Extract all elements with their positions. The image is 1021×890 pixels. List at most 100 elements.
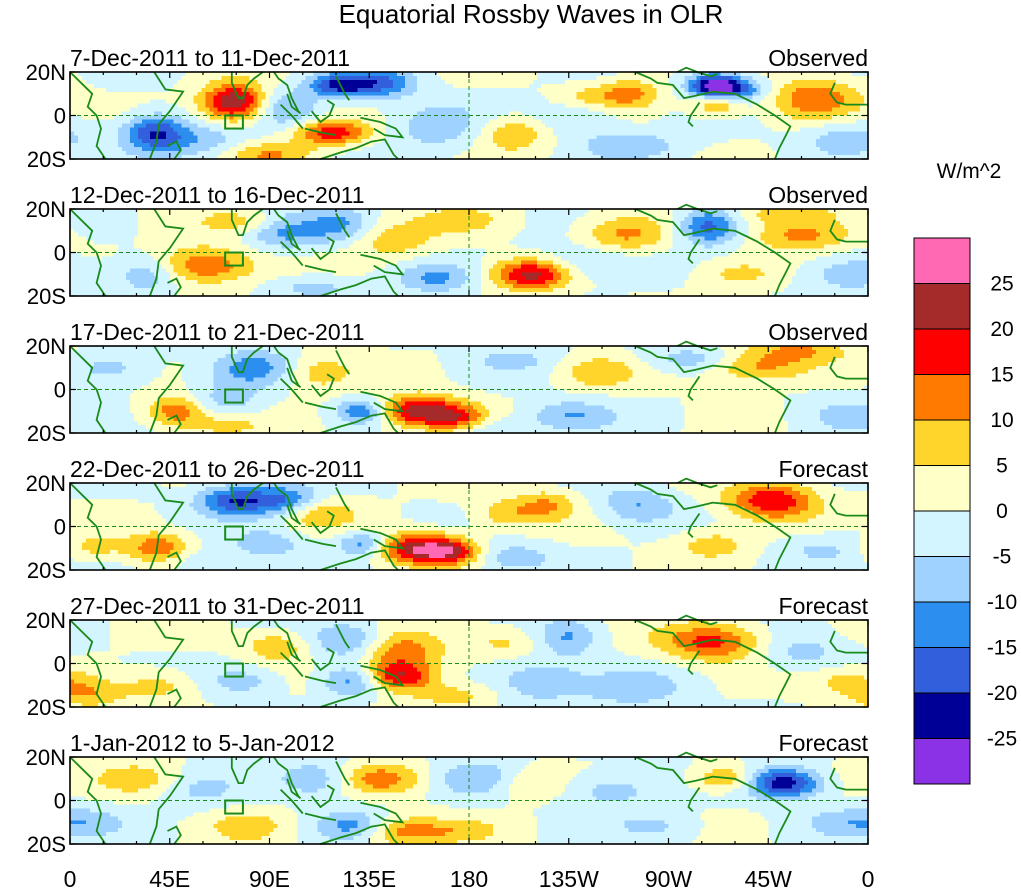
colorbar-swatch — [913, 465, 971, 512]
panel-4: 20N 0 20S 22-Dec-2011 to 26-Dec-2011 Forecas… — [26, 456, 869, 583]
x-tick-label: 135W — [539, 866, 599, 890]
coastline — [304, 675, 337, 684]
colorbar-level-label: 20 — [990, 318, 1013, 341]
colorbar-swatch — [913, 328, 971, 375]
coastline — [148, 71, 185, 160]
coastline — [687, 238, 701, 265]
coastline — [360, 527, 405, 550]
x-tick-label: 45W — [745, 866, 793, 890]
coastline — [279, 514, 304, 541]
y-tick-label: 20S — [27, 284, 66, 309]
coastline — [829, 82, 868, 106]
panel-3: 20N 0 20S 17-Dec-2011 to 21-Dec-2011 Observe… — [26, 319, 869, 446]
coastline — [360, 664, 405, 687]
chart-title: Equatorial Rossby Waves in OLR — [339, 0, 724, 29]
coastline — [304, 127, 337, 136]
coastline — [360, 801, 405, 824]
panels-group: 20N 0 20S 7-Dec-2011 to 11-Dec-2011 Observed… — [26, 45, 869, 857]
y-tick-label: 20N — [26, 60, 66, 85]
coastline — [69, 482, 107, 571]
colorbar-level-label: 25 — [990, 273, 1013, 296]
colorbar-level-label: -20 — [987, 682, 1017, 705]
coastline — [335, 75, 351, 101]
coastline — [69, 619, 107, 708]
coastline — [279, 788, 304, 815]
coastline — [320, 412, 399, 434]
panel-period: 1-Jan-2012 to 5-Jan-2012 — [70, 730, 335, 756]
coastline — [320, 275, 399, 297]
coastline — [360, 253, 405, 276]
colorbar-units: W/m^2 — [937, 160, 1002, 183]
colorbar-swatch — [913, 283, 971, 330]
coastline — [279, 377, 304, 404]
coastline — [335, 760, 351, 786]
colorbar-level-label: 5 — [996, 455, 1008, 478]
panel-period: 7-Dec-2011 to 11-Dec-2011 — [70, 45, 350, 71]
coastline — [829, 356, 868, 380]
coastline — [230, 482, 264, 510]
coastline — [304, 264, 337, 273]
panel-status: Observed — [768, 45, 868, 71]
coastline — [687, 649, 701, 676]
coastline — [167, 551, 182, 571]
coastline — [829, 493, 868, 517]
colorbar-level-label: -10 — [987, 591, 1017, 614]
coastline — [148, 345, 185, 434]
colorbar-swatch — [913, 374, 971, 421]
coastline — [335, 349, 351, 375]
colorbar-swatch — [913, 419, 971, 466]
y-tick-label: 20S — [27, 832, 66, 857]
coastline — [167, 825, 182, 845]
coastline — [687, 375, 701, 402]
panel-status: Forecast — [779, 593, 869, 619]
colorbar-swatch — [913, 556, 971, 603]
coastline — [273, 71, 302, 115]
coastline — [360, 116, 405, 139]
coastline — [634, 756, 792, 845]
coastline — [279, 103, 304, 130]
coastline — [829, 630, 868, 654]
coastline — [304, 812, 337, 821]
panel-period: 12-Dec-2011 to 16-Dec-2011 — [70, 182, 365, 208]
coastline — [320, 823, 399, 845]
coastline — [148, 208, 185, 297]
x-tick-label: 90W — [645, 866, 693, 890]
colorbar-swatch — [913, 738, 971, 785]
panel-status: Forecast — [779, 730, 869, 756]
colorbar-level-label: 10 — [990, 409, 1013, 432]
coastline — [335, 212, 351, 238]
coastline — [279, 240, 304, 267]
coastline — [687, 786, 701, 813]
colorbar: W/m^2 25 20 15 10 5 0 -5 -10 -15 -20 -25 — [913, 160, 1017, 785]
coastline — [69, 756, 107, 845]
colorbar-level-label: 15 — [990, 364, 1013, 387]
panel-status: Forecast — [779, 456, 869, 482]
coastline — [829, 767, 868, 791]
y-tick-label: 0 — [54, 104, 66, 129]
y-tick-label: 0 — [54, 789, 66, 814]
coastline — [230, 619, 264, 647]
coastline — [634, 71, 792, 160]
coastline — [829, 219, 868, 243]
coastline — [167, 140, 182, 160]
x-tick-label: 45E — [149, 866, 190, 890]
coastline — [320, 138, 399, 160]
panel-status: Observed — [768, 319, 868, 345]
coastline — [230, 345, 264, 373]
coastline — [167, 414, 182, 434]
colorbar-swatch — [913, 510, 971, 557]
panel-period: 27-Dec-2011 to 31-Dec-2011 — [70, 593, 365, 619]
y-tick-label: 20N — [26, 197, 66, 222]
y-tick-label: 20S — [27, 558, 66, 583]
coastline — [335, 486, 351, 512]
colorbar-swatch — [913, 647, 971, 694]
y-tick-label: 20S — [27, 695, 66, 720]
panel-6: 20N 0 20S 1-Jan-2012 to 5-Jan-2012 Forecast — [26, 730, 869, 857]
panel-2: 20N 0 20S 12-Dec-2011 to 16-Dec-2011 Observe… — [26, 182, 869, 309]
coastline — [69, 345, 107, 434]
coastline — [687, 512, 701, 539]
coastline — [320, 686, 399, 708]
colorbar-level-label: -5 — [993, 546, 1012, 569]
coastline — [230, 71, 264, 99]
y-tick-label: 0 — [54, 515, 66, 540]
